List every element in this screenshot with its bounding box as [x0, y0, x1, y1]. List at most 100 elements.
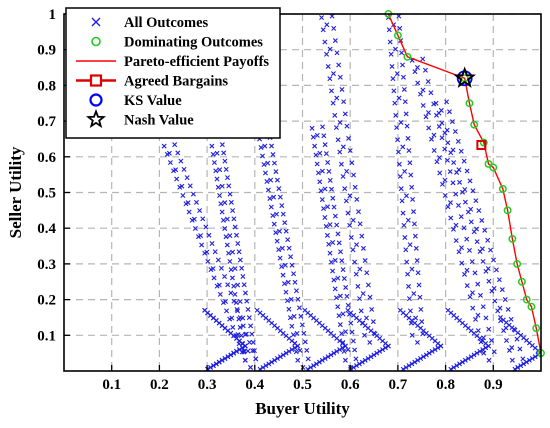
outcome-point: [319, 357, 325, 363]
outcome-point: [462, 199, 468, 205]
y-axis-title: Seller Utility: [6, 146, 25, 238]
legend-swatch: [89, 74, 103, 87]
outcome-point: [337, 347, 343, 353]
outcome-point: [428, 90, 434, 96]
outcome-point: [247, 339, 253, 345]
outcome-point: [444, 99, 450, 105]
outcome-point: [398, 119, 404, 125]
outcome-point: [392, 46, 398, 52]
outcome-point: [343, 284, 349, 290]
outcome-point: [354, 363, 359, 369]
outcome-point: [250, 339, 256, 345]
outcome-point: [288, 254, 294, 260]
outcome-point: [380, 347, 386, 353]
outcome-point: [404, 123, 410, 129]
outcome-point: [226, 250, 232, 256]
outcome-cluster-2: [254, 135, 311, 372]
outcome-point: [402, 168, 408, 174]
outcome-point: [514, 336, 520, 342]
outcome-point: [444, 157, 450, 163]
outcome-point: [453, 222, 459, 228]
outcome-point: [230, 324, 236, 330]
outcome-point: [277, 194, 283, 200]
outcome-point: [367, 339, 373, 345]
outcome-point: [315, 170, 321, 176]
outcome-point: [475, 328, 481, 334]
outcome-point: [362, 258, 368, 264]
outcome-point: [330, 100, 336, 106]
outcome-point: [359, 359, 365, 365]
outcome-point: [334, 222, 340, 228]
outcome-point: [419, 319, 425, 325]
outcome-point: [296, 305, 302, 311]
outcome-point: [411, 291, 417, 297]
all-outcomes-series: [161, 13, 541, 372]
outcome-point: [504, 338, 509, 344]
outcome-point: [272, 357, 278, 363]
outcome-point: [280, 272, 286, 278]
outcome-point: [217, 291, 223, 297]
outcome-point: [467, 294, 473, 300]
dominating-outcome-2: [403, 52, 412, 61]
outcome-point: [385, 343, 391, 349]
outcome-point: [342, 343, 348, 349]
outcome-point: [187, 183, 193, 189]
legend-entry-5: Nash Value: [85, 108, 194, 129]
outcome-point: [432, 347, 438, 353]
outcome-point: [365, 282, 371, 288]
outcome-point: [403, 193, 409, 199]
outcome-point: [448, 215, 454, 221]
outcome-point: [244, 298, 250, 304]
outcome-point: [183, 201, 189, 207]
outcome-point: [420, 354, 426, 360]
outcome-cluster-7: [433, 99, 541, 372]
outcome-point: [220, 300, 226, 306]
outcome-point: [236, 316, 242, 322]
outcome-point: [360, 291, 366, 297]
outcome-point: [459, 260, 465, 266]
outcome-point: [397, 25, 403, 31]
y-tick-label: 0.8: [37, 78, 56, 94]
outcome-point: [232, 266, 238, 272]
x-tick-label: 0.6: [341, 377, 360, 393]
outcome-point: [200, 216, 206, 222]
outcome-point: [338, 249, 344, 255]
outcome-point: [400, 210, 406, 216]
outcome-point: [238, 333, 244, 339]
outcome-point: [319, 197, 325, 203]
outcome-point: [267, 196, 273, 202]
outcome-point: [180, 193, 186, 199]
outcome-point: [327, 76, 333, 82]
legend-label: KS Value: [124, 93, 182, 109]
outcome-point: [410, 196, 416, 202]
outcome-point: [399, 198, 405, 204]
outcome-point: [248, 364, 253, 370]
outcome-point: [483, 315, 489, 321]
outcome-point: [236, 347, 242, 353]
outcome-point: [483, 268, 489, 274]
outcome-point: [442, 146, 448, 152]
outcome-point: [395, 137, 401, 143]
outcome-point: [414, 339, 420, 345]
outcome-point: [389, 63, 395, 69]
outcome-point: [334, 95, 340, 101]
legend-label: All Outcomes: [124, 15, 209, 31]
outcome-point: [532, 354, 538, 360]
outcome-point: [224, 242, 230, 248]
outcome-point: [314, 132, 320, 138]
outcome-point: [225, 175, 230, 181]
outcome-point: [337, 293, 343, 299]
outcome-point: [345, 302, 351, 308]
legend-label: Nash Value: [124, 113, 194, 129]
y-tick-label: 0.1: [37, 328, 56, 344]
outcome-point: [322, 39, 328, 45]
outcome-point: [447, 109, 452, 115]
outcome-point: [471, 352, 477, 358]
outcome-point: [219, 183, 225, 189]
outcome-point: [270, 213, 276, 219]
outcome-point: [323, 151, 329, 157]
outcome-point: [284, 298, 290, 304]
outcome-point: [406, 148, 412, 154]
outcome-point: [211, 160, 217, 166]
outcome-point: [331, 350, 337, 356]
